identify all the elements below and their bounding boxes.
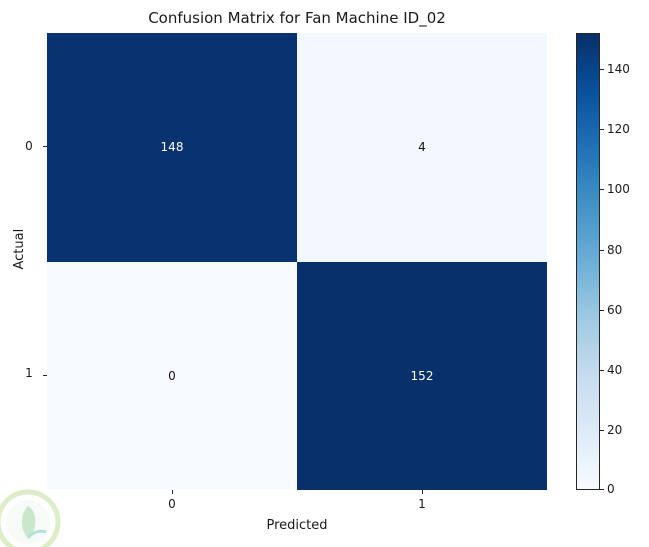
watermark-logo	[0, 489, 61, 547]
heatmap-cell-0-0: 148	[47, 33, 297, 262]
x-tick-mark-0	[172, 490, 173, 494]
colorbar-tick-mark	[600, 370, 604, 371]
colorbar-tick-mark	[600, 250, 604, 251]
x-tick-mark-1	[422, 490, 423, 494]
colorbar-tick-label-20: 20	[607, 423, 623, 437]
colorbar	[576, 33, 600, 490]
colorbar-tick-mark	[600, 69, 604, 70]
heatmap-cell-0-1: 4	[297, 33, 547, 262]
cell-value-1-1: 152	[410, 368, 434, 383]
colorbar-tick-label-140: 140	[607, 62, 630, 76]
y-tick-label-1: 1	[25, 366, 33, 380]
colorbar-tick-label-120: 120	[607, 122, 630, 136]
heatmap: 148 4 0 152	[47, 33, 547, 490]
colorbar-tick-mark	[600, 430, 604, 431]
x-tick-label-1: 1	[418, 497, 426, 511]
colorbar-tick-label-100: 100	[607, 182, 630, 196]
colorbar-tick-label-60: 60	[607, 303, 623, 317]
chart-title: Confusion Matrix for Fan Machine ID_02	[148, 9, 446, 27]
colorbar-tick-label-40: 40	[607, 363, 623, 377]
cell-value-1-0: 0	[168, 368, 176, 383]
y-tick-mark-1	[43, 375, 47, 376]
cell-value-0-0: 148	[160, 140, 184, 155]
y-axis-label: Actual	[11, 228, 27, 270]
colorbar-tick-label-80: 80	[607, 243, 623, 257]
x-axis-label: Predicted	[266, 518, 328, 533]
y-tick-mark-0	[43, 146, 47, 147]
heatmap-cell-1-0: 0	[47, 261, 297, 490]
colorbar-tick-label-0: 0	[607, 482, 615, 496]
y-tick-label-0: 0	[25, 139, 33, 153]
cell-value-0-1: 4	[418, 140, 426, 155]
heatmap-cell-1-1: 152	[297, 261, 547, 490]
colorbar-tick-mark	[600, 489, 604, 490]
colorbar-tick-mark	[600, 129, 604, 130]
colorbar-tick-mark	[600, 189, 604, 190]
x-tick-label-0: 0	[168, 497, 176, 511]
colorbar-tick-mark	[600, 310, 604, 311]
